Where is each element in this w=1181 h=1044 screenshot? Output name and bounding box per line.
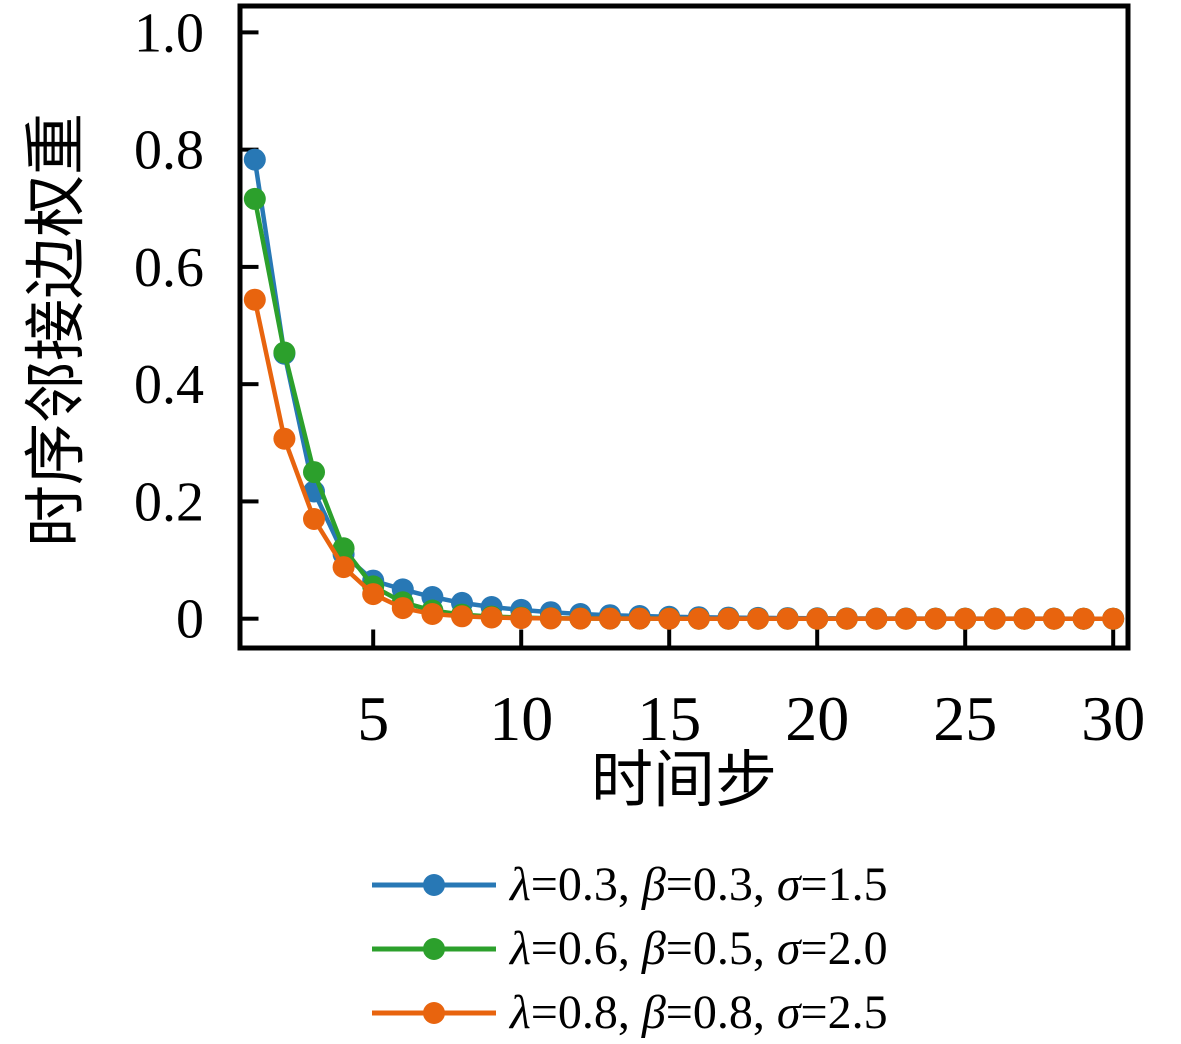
legend: λ=0.3, β=0.3, σ=1.5 λ=0.6, β=0.5, σ=2.0 … [372, 853, 888, 1044]
legend-label-series-3: λ=0.8, β=0.8, σ=2.5 [510, 986, 888, 1039]
x-tick-label: 20 [785, 683, 849, 754]
x-tick-label: 5 [357, 683, 389, 754]
y-tick-label: 0.6 [134, 237, 204, 299]
x-tick-label: 15 [637, 683, 701, 754]
data-point-marker [658, 607, 681, 630]
x-tick-label: 25 [933, 683, 997, 754]
data-point-marker [628, 607, 651, 630]
data-point-marker [391, 597, 414, 620]
data-point-marker [332, 556, 355, 579]
series-1-line [252, 159, 1114, 621]
legend-entry-series-3: λ=0.8, β=0.8, σ=2.5 [372, 981, 888, 1044]
data-point-marker [983, 607, 1006, 630]
data-point-marker [747, 607, 769, 630]
data-point-marker [332, 537, 355, 560]
legend-swatch-series-1-icon [372, 874, 496, 896]
data-point-marker [954, 607, 977, 630]
y-tick-label: 0.2 [134, 471, 204, 533]
data-point-marker [865, 607, 888, 630]
data-point-marker [1102, 607, 1125, 630]
x-tick-label: 10 [489, 683, 553, 754]
data-point-marker [776, 607, 799, 630]
data-point-marker [687, 607, 710, 630]
y-axis-title: 时序邻接边权重 [23, 112, 91, 548]
y-axis: 0 0.2 0.4 0.6 0.8 1.0 [134, 2, 259, 651]
legend-swatch-series-2-icon [372, 938, 496, 960]
data-point-marker [362, 583, 385, 606]
data-point-marker [303, 508, 325, 530]
data-point-marker [539, 607, 562, 630]
legend-swatch-series-3-icon [372, 1002, 496, 1024]
data-point-marker [421, 603, 444, 625]
y-tick-label: 0.8 [134, 120, 204, 182]
series-3 [243, 288, 1125, 630]
data-point-marker [451, 605, 473, 628]
data-point-marker [717, 607, 740, 630]
series-2 [243, 187, 1125, 630]
legend-entry-series-2: λ=0.6, β=0.5, σ=2.0 [372, 917, 888, 981]
legend-label-series-2: λ=0.6, β=0.5, σ=2.0 [510, 922, 888, 975]
y-tick-label: 0 [176, 589, 204, 651]
data-point-marker [243, 148, 266, 171]
data-point-marker [243, 288, 266, 311]
data-point-marker [480, 606, 503, 629]
data-point-marker [243, 187, 266, 210]
legend-entry-series-1: λ=0.3, β=0.3, σ=1.5 [372, 853, 888, 917]
data-point-marker [1013, 607, 1036, 630]
legend-label-series-1: λ=0.3, β=0.3, σ=1.5 [510, 858, 888, 911]
data-point-marker [599, 607, 621, 630]
data-point-marker [569, 607, 592, 630]
data-point-marker [273, 341, 296, 364]
plot-border [237, 3, 1131, 651]
y-tick-label: 1.0 [134, 2, 204, 64]
data-point-marker [895, 607, 917, 630]
data-point-marker [806, 607, 829, 630]
data-point-marker [303, 461, 325, 484]
data-point-marker [924, 607, 947, 630]
y-tick-label: 0.4 [134, 354, 204, 416]
series-2-line [252, 198, 1114, 621]
x-axis: 5 10 15 20 25 30 [357, 629, 1145, 754]
x-axis-title: 时间步 [590, 747, 777, 815]
series-1 [243, 148, 1125, 630]
data-point-marker [510, 607, 533, 630]
data-point-marker [1043, 607, 1065, 630]
x-tick-label: 30 [1081, 683, 1145, 754]
data-point-marker [1072, 607, 1095, 630]
data-point-marker [835, 607, 858, 630]
data-point-marker [273, 427, 296, 450]
series-3-line [252, 299, 1114, 621]
